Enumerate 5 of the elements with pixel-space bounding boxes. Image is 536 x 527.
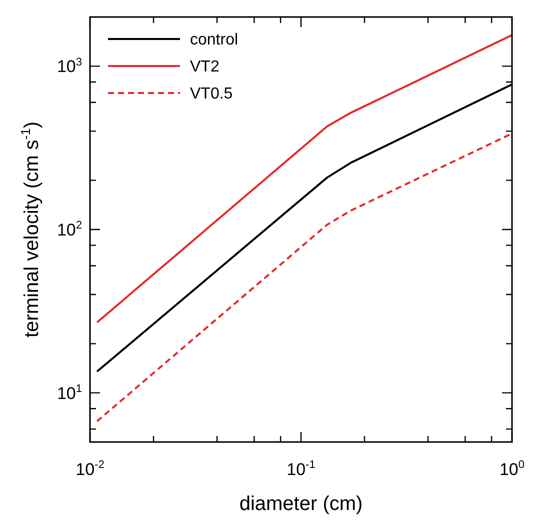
legend-label: VT0.5 — [190, 85, 233, 102]
x-axis-title: diameter (cm) — [239, 493, 363, 515]
y-axis-title: terminal velocity (cm s-1) — [18, 121, 43, 338]
legend-label: VT2 — [190, 58, 220, 76]
legend-label: control — [190, 31, 238, 48]
